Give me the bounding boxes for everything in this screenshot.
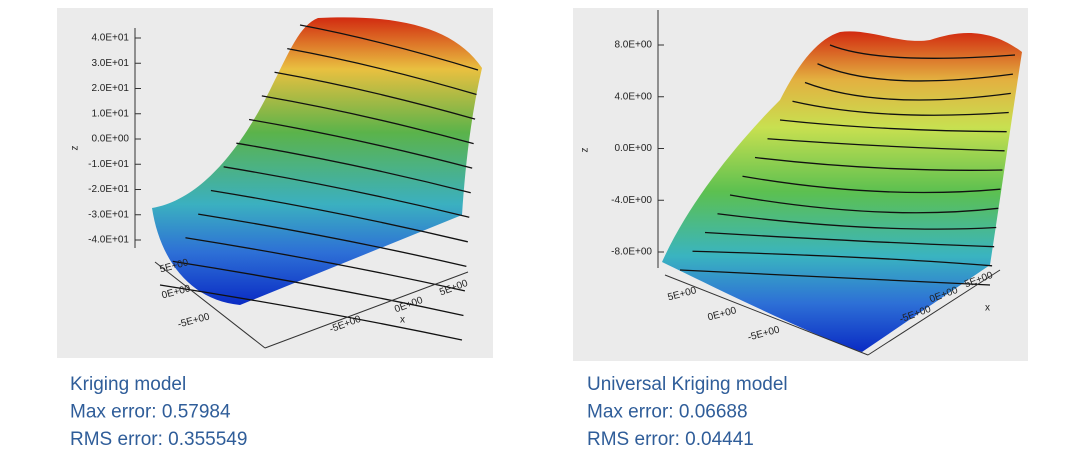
contour-line [198, 213, 467, 267]
z-tick-label: 0.0E+00 [614, 143, 652, 154]
caption-title: Universal Kriging model [587, 374, 788, 395]
axes [134, 10, 1001, 356]
x-axis-label: x [400, 315, 405, 326]
z-tick-label: 4.0E+01 [91, 33, 129, 44]
contours [159, 24, 1016, 341]
caption-title: Kriging model [70, 374, 186, 395]
contour-line [261, 95, 474, 145]
contour-line [692, 250, 993, 267]
z-tick-label: -1.0E+01 [88, 159, 129, 170]
contour-line [804, 81, 1011, 101]
contour-line [829, 44, 1016, 59]
z-tick-label: 8.0E+00 [614, 40, 652, 51]
contour-line [767, 138, 1005, 152]
contour-line [172, 260, 464, 317]
contour-line [729, 194, 999, 214]
contour-line [274, 71, 476, 120]
contour-line [754, 156, 1003, 171]
contour-line [779, 119, 1007, 133]
y-axis [664, 274, 869, 356]
contour-line [287, 47, 477, 96]
contour-line [679, 269, 991, 286]
caption-line: Max error: 0.57984 [70, 402, 231, 423]
contour-line [717, 213, 997, 230]
z-tick-label: 1.0E+01 [91, 108, 129, 119]
z-tick-label: -8.0E+00 [611, 247, 652, 258]
contour-line [817, 63, 1014, 82]
z-axis-label: z [580, 148, 591, 153]
contour-line [704, 231, 995, 248]
contour-line [299, 24, 479, 71]
contour-line [236, 142, 471, 194]
z-tick-label: -4.0E+01 [88, 235, 129, 246]
z-tick-label: 4.0E+00 [614, 91, 652, 102]
x-axis-label: x [985, 303, 990, 314]
contour-line [210, 189, 468, 243]
x-axis [264, 271, 469, 349]
z-tick-label: -2.0E+01 [88, 184, 129, 195]
z-tick-label: 0.0E+00 [91, 134, 129, 145]
contour-line [159, 284, 463, 341]
z-axis-label: z [70, 146, 81, 151]
contour-line [742, 175, 1001, 194]
x-axis [867, 269, 1001, 356]
z-tick-label: 2.0E+01 [91, 83, 129, 94]
contour-line [223, 166, 470, 218]
surface [662, 31, 1022, 352]
caption-line: RMS error: 0.04441 [587, 429, 754, 450]
z-tick-label: -4.0E+00 [611, 195, 652, 206]
contour-line [248, 118, 473, 169]
contour-line [792, 100, 1009, 116]
caption-line: RMS error: 0.355549 [70, 429, 247, 450]
contour-line [185, 237, 466, 292]
y-axis [154, 261, 266, 349]
surface [152, 17, 482, 305]
z-tick-label: -3.0E+01 [88, 209, 129, 220]
caption-line: Max error: 0.06688 [587, 402, 748, 423]
z-tick-label: 3.0E+01 [91, 58, 129, 69]
